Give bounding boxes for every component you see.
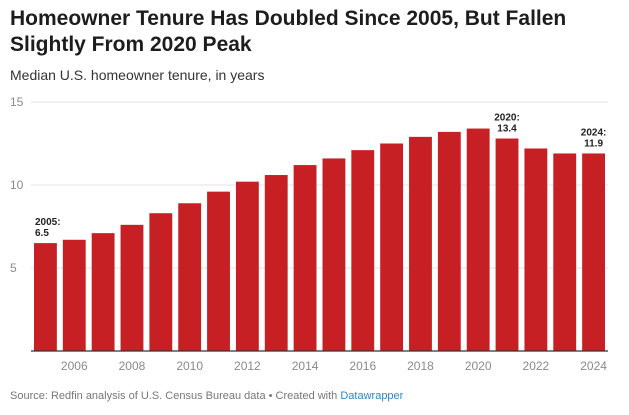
bar-2015 bbox=[322, 158, 346, 351]
bar-2016 bbox=[351, 150, 375, 351]
bar-2014 bbox=[293, 165, 317, 351]
bar-2022 bbox=[524, 148, 548, 351]
x-tick-label: 2018 bbox=[407, 359, 434, 373]
bars bbox=[34, 128, 605, 351]
x-tick-label: 2014 bbox=[292, 359, 319, 373]
annotation-2024: 2024: 11.9 bbox=[581, 127, 607, 149]
footer: Source: Redfin analysis of U.S. Census B… bbox=[10, 390, 403, 402]
bar-2005 bbox=[34, 243, 57, 351]
x-tick-label: 2006 bbox=[61, 359, 88, 373]
bar-2007 bbox=[91, 233, 115, 351]
annotation-line: 13.4 bbox=[497, 124, 517, 135]
bar-2012 bbox=[235, 181, 259, 351]
bar-2017 bbox=[380, 143, 404, 351]
y-tick-label: 10 bbox=[10, 178, 24, 192]
annotations: 2005: 6.5 2020: 13.4 2024: 11.9 bbox=[35, 113, 606, 240]
x-tick-label: 2024 bbox=[580, 359, 607, 373]
source-text: Source: Redfin analysis of U.S. Census B… bbox=[10, 390, 341, 402]
bar-2018 bbox=[409, 136, 432, 351]
bar-2013 bbox=[264, 175, 288, 351]
annotation-2021: 2020: 13.4 bbox=[494, 113, 520, 135]
bar-2010 bbox=[178, 203, 202, 351]
y-axis-ticks: 5 10 15 bbox=[10, 95, 24, 275]
x-tick-label: 2008 bbox=[119, 359, 146, 373]
annotation-line: 2020: bbox=[494, 113, 520, 124]
gridlines bbox=[31, 101, 608, 269]
x-tick-label: 2020 bbox=[465, 359, 492, 373]
bar-2008 bbox=[120, 224, 144, 351]
x-tick-label: 2016 bbox=[349, 359, 376, 373]
annotation-line: 11.9 bbox=[584, 138, 603, 149]
y-tick-label: 15 bbox=[10, 95, 24, 109]
x-tick-label: 2012 bbox=[234, 359, 261, 373]
annotation-line: 2005: bbox=[35, 217, 61, 228]
bar-2011 bbox=[207, 191, 230, 351]
annotation-line: 6.5 bbox=[35, 228, 49, 239]
chart-title: Homeowner Tenure Has Doubled Since 2005,… bbox=[10, 7, 567, 56]
bar-2021 bbox=[495, 138, 519, 351]
x-axis-ticks: 2006 2008 2010 2012 2014 2016 2018 2020 2022 2024 bbox=[61, 359, 607, 373]
annotation-2005: 2005: 6.5 bbox=[35, 217, 61, 239]
bar-2019 bbox=[437, 131, 461, 351]
bar-2024 bbox=[582, 153, 605, 351]
y-tick-label: 5 bbox=[10, 261, 17, 275]
bar-2006 bbox=[62, 239, 86, 351]
chart-subtitle: Median U.S. homeowner tenure, in years bbox=[10, 67, 265, 83]
bar-2023 bbox=[553, 153, 577, 351]
x-tick-label: 2022 bbox=[523, 359, 550, 373]
annotation-line: 2024: bbox=[581, 127, 607, 138]
datawrapper-link[interactable]: Datawrapper bbox=[340, 390, 404, 402]
x-tick-label: 2010 bbox=[176, 359, 203, 373]
bar-2009 bbox=[149, 213, 173, 351]
bar-2020 bbox=[466, 128, 490, 351]
